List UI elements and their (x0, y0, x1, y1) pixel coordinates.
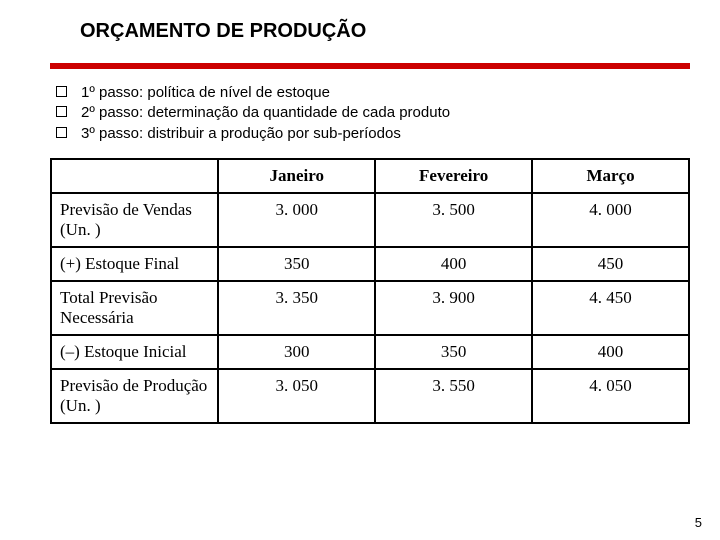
table-cell: 3. 000 (218, 193, 375, 247)
table-cell: 450 (532, 247, 689, 281)
page-number: 5 (695, 515, 702, 530)
bullet-text: 3º passo: distribuir a produção por sub-… (81, 124, 401, 144)
bullet-text: 1º passo: política de nível de estoque (81, 83, 330, 103)
table-row-label: Total Previsão Necessária (51, 281, 218, 335)
table-row-label: (+) Estoque Final (51, 247, 218, 281)
bullet-item: 3º passo: distribuir a produção por sub-… (56, 124, 690, 144)
table-cell: 350 (375, 335, 532, 369)
square-bullet-icon (56, 127, 67, 138)
table-cell: 400 (532, 335, 689, 369)
table-cell: 3. 500 (375, 193, 532, 247)
table-row: Previsão de Vendas (Un. ) 3. 000 3. 500 … (51, 193, 689, 247)
table-row-label: (–) Estoque Inicial (51, 335, 218, 369)
square-bullet-icon (56, 106, 67, 117)
table-row-label: Previsão de Vendas (Un. ) (51, 193, 218, 247)
table-cell: 4. 450 (532, 281, 689, 335)
table-cell: 350 (218, 247, 375, 281)
table-row: Previsão de Produção (Un. ) 3. 050 3. 55… (51, 369, 689, 423)
bullet-list: 1º passo: política de nível de estoque 2… (56, 83, 690, 144)
table-header-row: Janeiro Fevereiro Março (51, 159, 689, 193)
table-cell: 3. 550 (375, 369, 532, 423)
table-cell: 4. 050 (532, 369, 689, 423)
bullet-text: 2º passo: determinação da quantidade de … (81, 103, 450, 123)
bullet-item: 1º passo: política de nível de estoque (56, 83, 690, 103)
table-row: Total Previsão Necessária 3. 350 3. 900 … (51, 281, 689, 335)
table-column-header: Janeiro (218, 159, 375, 193)
title-divider (50, 63, 690, 69)
table-cell: 300 (218, 335, 375, 369)
table-cell: 4. 000 (532, 193, 689, 247)
table-cell: 400 (375, 247, 532, 281)
table-row: (–) Estoque Inicial 300 350 400 (51, 335, 689, 369)
square-bullet-icon (56, 86, 67, 97)
bullet-item: 2º passo: determinação da quantidade de … (56, 103, 690, 123)
table-corner-cell (51, 159, 218, 193)
table-row: (+) Estoque Final 350 400 450 (51, 247, 689, 281)
table-column-header: Março (532, 159, 689, 193)
table-row-label: Previsão de Produção (Un. ) (51, 369, 218, 423)
table-cell: 3. 350 (218, 281, 375, 335)
table-cell: 3. 900 (375, 281, 532, 335)
table-cell: 3. 050 (218, 369, 375, 423)
slide-title: ORÇAMENTO DE PRODUÇÃO (80, 20, 690, 43)
production-table: Janeiro Fevereiro Março Previsão de Vend… (50, 158, 690, 424)
table-column-header: Fevereiro (375, 159, 532, 193)
